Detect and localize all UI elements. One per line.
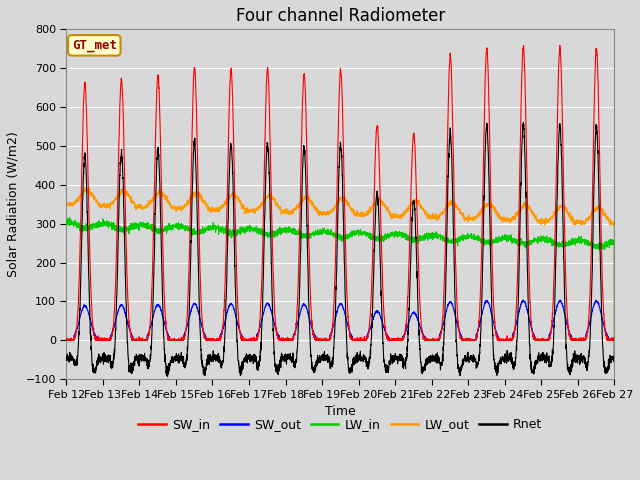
Rnet: [63, 356, 70, 361]
LW_in: [63, 219, 70, 225]
LW_out: [404, 206, 412, 212]
Rnet: [216, 353, 223, 359]
SW_in: [394, 337, 402, 343]
Rnet: [164, 374, 172, 380]
Line: SW_in: SW_in: [67, 46, 614, 340]
SW_out: [216, 337, 223, 343]
Rnet: [394, 354, 402, 360]
Line: Rnet: Rnet: [67, 122, 614, 377]
SW_in: [556, 43, 564, 48]
LW_in: [180, 226, 188, 231]
SW_out: [63, 337, 70, 343]
LW_in: [66, 215, 74, 220]
LW_in: [611, 337, 618, 343]
LW_in: [559, 243, 566, 249]
Rnet: [520, 120, 527, 125]
SW_out: [403, 324, 411, 330]
SW_out: [611, 337, 618, 343]
Line: LW_out: LW_out: [67, 187, 614, 340]
LW_out: [63, 200, 70, 206]
Line: SW_out: SW_out: [67, 300, 614, 340]
LW_out: [611, 337, 618, 343]
LW_in: [610, 240, 618, 245]
LW_out: [394, 212, 402, 218]
SW_in: [559, 126, 566, 132]
SW_in: [216, 336, 223, 342]
LW_out: [83, 184, 90, 190]
Line: LW_in: LW_in: [67, 217, 614, 340]
LW_in: [394, 229, 402, 235]
LW_out: [559, 204, 566, 210]
Rnet: [180, 361, 188, 367]
SW_out: [610, 337, 618, 343]
Legend: SW_in, SW_out, LW_in, LW_out, Rnet: SW_in, SW_out, LW_in, LW_out, Rnet: [134, 413, 547, 436]
SW_in: [611, 337, 618, 343]
Y-axis label: Solar Radiation (W/m2): Solar Radiation (W/m2): [7, 132, 20, 277]
Rnet: [404, 348, 412, 354]
SW_out: [394, 337, 401, 343]
LW_in: [216, 225, 223, 230]
Text: GT_met: GT_met: [72, 39, 116, 52]
SW_in: [63, 337, 70, 343]
LW_out: [180, 204, 188, 210]
SW_in: [611, 337, 618, 343]
LW_in: [404, 237, 412, 243]
SW_in: [180, 335, 188, 341]
Rnet: [559, 199, 566, 205]
SW_in: [63, 337, 70, 343]
Rnet: [611, 355, 618, 361]
SW_out: [559, 302, 566, 308]
SW_out: [180, 333, 188, 338]
SW_out: [519, 297, 527, 303]
LW_out: [216, 207, 223, 213]
X-axis label: Time: Time: [325, 405, 356, 418]
SW_in: [404, 302, 412, 308]
LW_out: [610, 219, 618, 225]
Title: Four channel Radiometer: Four channel Radiometer: [236, 7, 445, 25]
Rnet: [611, 337, 618, 343]
